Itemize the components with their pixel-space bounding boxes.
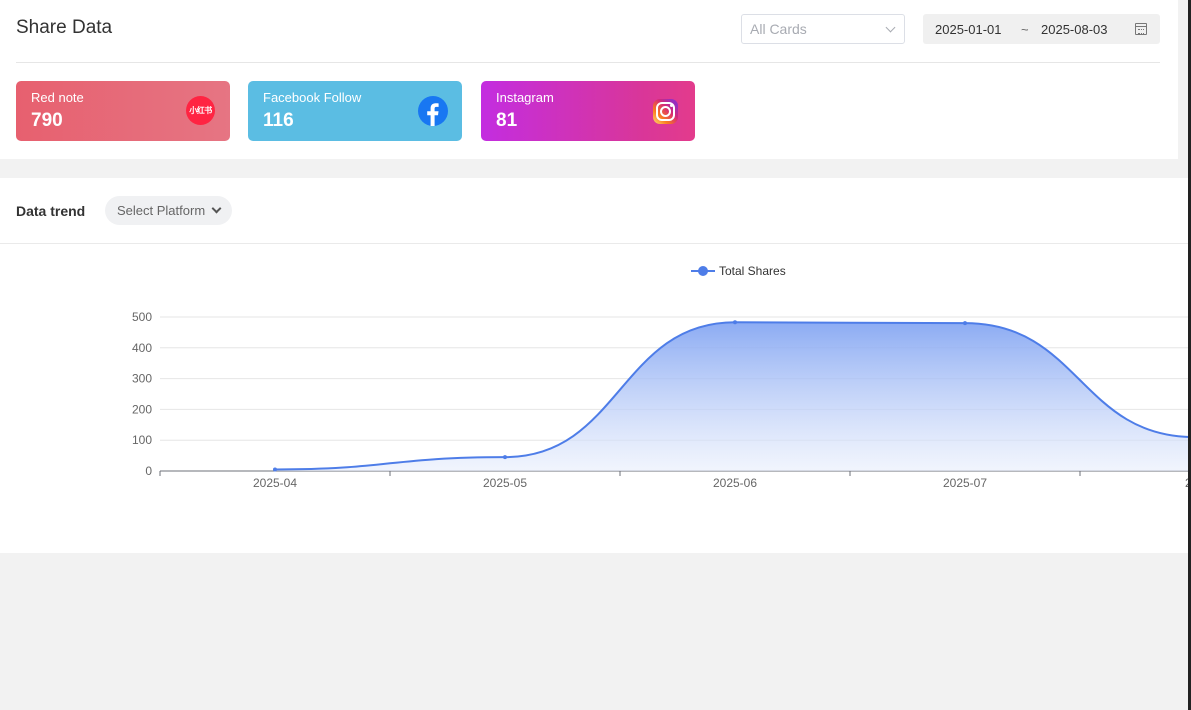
stat-value: 81 bbox=[496, 110, 518, 131]
chevron-down-icon bbox=[885, 22, 896, 32]
platform-select[interactable]: Select Platform bbox=[105, 196, 232, 225]
stat-card-instagram[interactable]: Instagram 81 bbox=[481, 81, 695, 141]
xiaohongshu-logo-icon: 小红书 bbox=[186, 96, 215, 125]
share-data-panel: Share Data All Cards 2025-01-01 ~ 2025-0… bbox=[0, 0, 1178, 159]
divider bbox=[0, 243, 1191, 244]
legend-label: Total Shares bbox=[719, 264, 786, 278]
y-tick-label: 300 bbox=[132, 372, 152, 386]
x-tick-label: 2025-04 bbox=[253, 476, 297, 490]
y-tick-label: 200 bbox=[132, 402, 152, 416]
shares-trend-chart: 0 100 200 300 400 500 2025-04 2025-05 2025-06 202… bbox=[132, 264, 1191, 490]
card-select[interactable]: All Cards bbox=[741, 14, 905, 44]
divider bbox=[16, 62, 1160, 63]
instagram-logo-icon bbox=[653, 99, 678, 124]
stat-card-red-note[interactable]: Red note 790 小红书 bbox=[16, 81, 230, 141]
stat-label: Red note bbox=[31, 90, 84, 105]
stat-label: Instagram bbox=[496, 90, 554, 105]
x-tick-label: 2025-06 bbox=[713, 476, 757, 490]
platform-select-placeholder: Select Platform bbox=[117, 203, 206, 218]
data-point bbox=[733, 320, 737, 325]
trend-title: Data trend bbox=[16, 203, 86, 219]
stat-value: 116 bbox=[263, 110, 294, 131]
stat-card-facebook[interactable]: Facebook Follow 116 bbox=[248, 81, 462, 141]
window-edge bbox=[1188, 0, 1191, 710]
page-title: Share Data bbox=[16, 17, 113, 38]
date-start-input[interactable]: 2025-01-01 bbox=[935, 22, 1002, 37]
calendar-icon[interactable] bbox=[1135, 23, 1147, 35]
x-tick-label: 2025-05 bbox=[483, 476, 527, 490]
data-point bbox=[273, 467, 277, 472]
legend-marker bbox=[698, 266, 708, 276]
series-area bbox=[275, 322, 1191, 471]
y-tick-label: 100 bbox=[132, 433, 152, 447]
chevron-down-icon bbox=[211, 203, 222, 214]
stat-value: 790 bbox=[31, 110, 63, 131]
date-end-input[interactable]: 2025-08-03 bbox=[1041, 22, 1108, 37]
data-point bbox=[503, 455, 507, 460]
date-range-picker[interactable]: 2025-01-01 ~ 2025-08-03 bbox=[923, 14, 1160, 44]
facebook-logo-icon bbox=[418, 96, 448, 126]
date-separator: ~ bbox=[1021, 22, 1029, 37]
card-select-value: All Cards bbox=[750, 21, 807, 37]
data-point bbox=[963, 321, 967, 326]
y-tick-label: 0 bbox=[145, 464, 152, 478]
x-tick-label: 202 bbox=[1185, 476, 1191, 490]
x-tick-label: 2025-07 bbox=[943, 476, 987, 490]
stat-label: Facebook Follow bbox=[263, 90, 362, 105]
y-tick-label: 400 bbox=[132, 341, 152, 355]
y-tick-label: 500 bbox=[132, 310, 152, 324]
